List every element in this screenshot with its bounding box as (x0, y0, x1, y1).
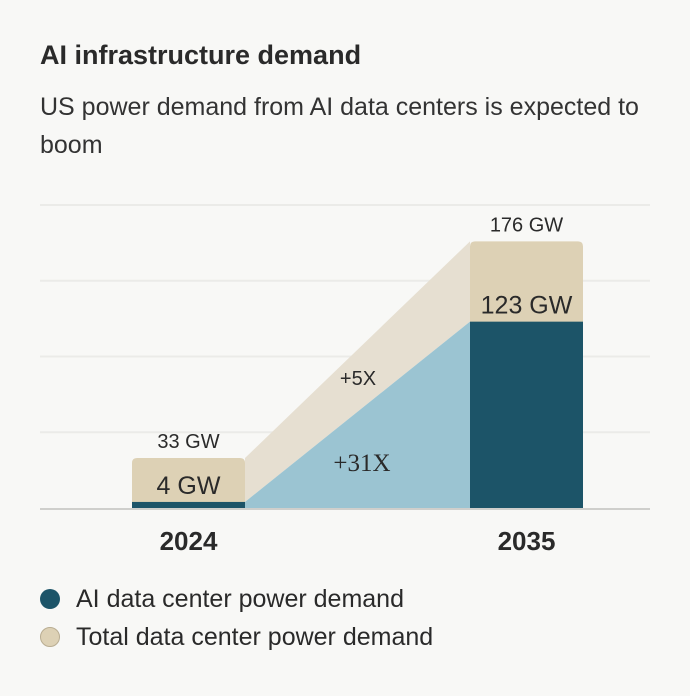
bar-ai-2035 (470, 321, 583, 508)
legend-label-total: Total data center power demand (76, 622, 434, 651)
annotation-ai-growth: +31X (333, 450, 390, 477)
chart-subtitle: US power demand from AI data centers is … (40, 93, 639, 159)
annotation-total-growth: +5X (340, 368, 376, 390)
bar-total-2024 (132, 458, 245, 508)
bar-ai-2024 (132, 501, 245, 508)
label-total-2035: 176 GW (490, 214, 563, 236)
x-tick-label: 2024 (160, 526, 218, 556)
label-total-2024: 33 GW (157, 431, 219, 453)
legend-item-ai: AI data center power demand (40, 580, 433, 618)
legend-item-total: Total data center power demand (40, 618, 433, 656)
legend-swatch-ai (40, 589, 60, 609)
label-ai-2035: 123 GW (481, 292, 573, 320)
chart-title: AI infrastructure demand (40, 40, 362, 70)
legend: AI data center power demand Total data c… (40, 580, 433, 656)
total-growth-area (245, 241, 470, 502)
label-ai-2024: 4 GW (157, 472, 221, 500)
legend-swatch-total (40, 627, 60, 647)
ai-growth-area (245, 321, 470, 508)
x-tick-label: 2035 (498, 526, 556, 556)
legend-label-ai: AI data center power demand (76, 584, 404, 613)
